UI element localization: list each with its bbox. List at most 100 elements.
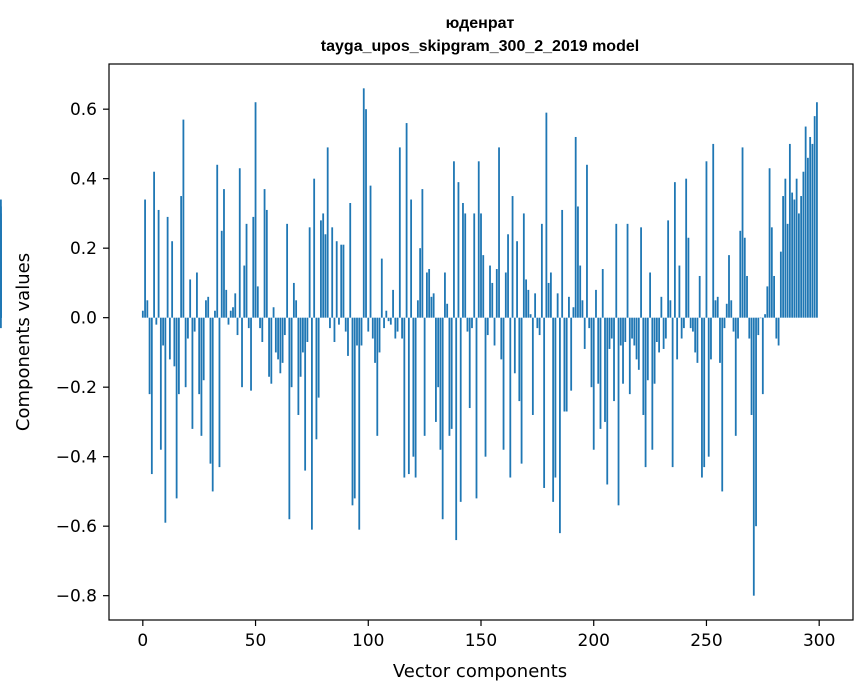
bar-50 <box>254 102 257 318</box>
bar-49 <box>252 216 255 318</box>
bar-85 <box>333 317 336 342</box>
bar-110 <box>389 317 392 325</box>
bar-88 <box>340 244 343 318</box>
bar-78 <box>317 317 320 398</box>
bar-217 <box>631 317 633 339</box>
bar-183 <box>554 317 557 478</box>
bar-153 <box>486 317 489 336</box>
bar-120 <box>412 317 415 457</box>
bar-57 <box>270 317 273 384</box>
bar-148 <box>475 317 478 499</box>
x-tick-label-100: 100 <box>352 631 384 651</box>
bar-196 <box>583 317 586 349</box>
bar-245 <box>694 317 697 353</box>
bar-173 <box>531 317 534 415</box>
bar-69 <box>297 317 300 415</box>
bar-185 <box>559 317 561 534</box>
bar-97 <box>360 317 363 346</box>
bar-269 <box>748 317 751 339</box>
bar-281 <box>775 317 778 339</box>
bar-216 <box>628 317 631 395</box>
bar-62 <box>281 317 284 363</box>
bar-32 <box>214 310 216 318</box>
bar-253 <box>712 143 715 318</box>
bar-262 <box>732 317 735 332</box>
bar-299 <box>816 102 818 318</box>
bar-128 <box>430 296 433 318</box>
bar-298 <box>813 116 816 318</box>
bar-24 <box>196 272 198 318</box>
bar-275 <box>761 317 764 395</box>
bar-261 <box>730 300 733 318</box>
x-tick-label-200: 200 <box>578 631 610 651</box>
bar-127 <box>428 269 431 318</box>
bar-43 <box>238 168 241 318</box>
bars-group <box>0 88 818 596</box>
bar-165 <box>513 317 516 374</box>
bar-276 <box>764 314 766 318</box>
bar-207 <box>608 317 611 349</box>
bar-47 <box>247 317 250 329</box>
bar-239 <box>680 317 683 339</box>
bar-264 <box>737 317 739 339</box>
bar-260 <box>728 255 730 318</box>
bar-231 <box>662 317 665 349</box>
bar-249 <box>703 317 706 468</box>
bar-287 <box>788 143 791 318</box>
bar-208 <box>610 317 613 339</box>
bar-56 <box>268 317 270 377</box>
bar-37 <box>225 289 228 318</box>
bar-271 <box>752 317 755 596</box>
bar-235 <box>671 317 674 468</box>
bar-45 <box>243 265 246 318</box>
bar-146 <box>471 317 473 329</box>
bar-6 <box>155 317 158 325</box>
bar-150 <box>480 213 482 318</box>
bar-130 <box>435 317 437 422</box>
bar-20 <box>187 317 189 339</box>
bar-11 <box>166 216 169 318</box>
bar-28 <box>205 300 207 318</box>
x-tick-label-300: 300 <box>803 631 835 651</box>
bar-279 <box>770 227 773 318</box>
y-tick-label-2: −0.4 <box>56 448 97 468</box>
bar-218 <box>633 317 636 346</box>
bar-214 <box>624 317 627 342</box>
bar-126 <box>425 272 428 318</box>
bar-182 <box>552 317 555 502</box>
x-tick-label-150: 150 <box>465 631 497 651</box>
y-axis-ticks: −0.8 −0.6 −0.4 −0.2 0.0 0.2 0.4 0.6 <box>56 100 109 607</box>
y-tick-label-4: 0.0 <box>70 309 97 329</box>
bar-72 <box>304 317 307 471</box>
bar-7 <box>157 209 160 318</box>
bar-215 <box>626 223 629 318</box>
bar-205 <box>604 317 606 422</box>
bar-123 <box>419 248 422 318</box>
bar-194 <box>579 265 582 318</box>
x-axis-ticks: 0 50 100 150 200 250 300 <box>137 620 835 651</box>
bar-undefined <box>0 310 2 318</box>
bar-155 <box>491 282 494 318</box>
bar-124 <box>421 189 424 318</box>
bar-274 <box>759 317 762 319</box>
plot-frame <box>108 63 854 621</box>
bar-132 <box>439 317 442 450</box>
bar-81 <box>324 234 327 318</box>
bar-74 <box>308 227 311 318</box>
bar-250 <box>705 161 708 318</box>
y-tick-label-1: −0.6 <box>56 517 97 537</box>
bar-256 <box>719 317 721 363</box>
bar-198 <box>588 317 591 329</box>
bar-135 <box>446 303 449 318</box>
bar-10 <box>164 317 167 523</box>
bar-203 <box>599 317 602 429</box>
bar-247 <box>698 275 701 318</box>
bar-83 <box>329 317 331 329</box>
bar-105 <box>378 317 381 353</box>
bar-14 <box>173 317 176 367</box>
bar-227 <box>653 317 656 384</box>
bar-19 <box>184 317 187 388</box>
bar-30 <box>209 317 212 464</box>
bar-122 <box>416 300 419 318</box>
bar-undefined <box>0 317 2 329</box>
